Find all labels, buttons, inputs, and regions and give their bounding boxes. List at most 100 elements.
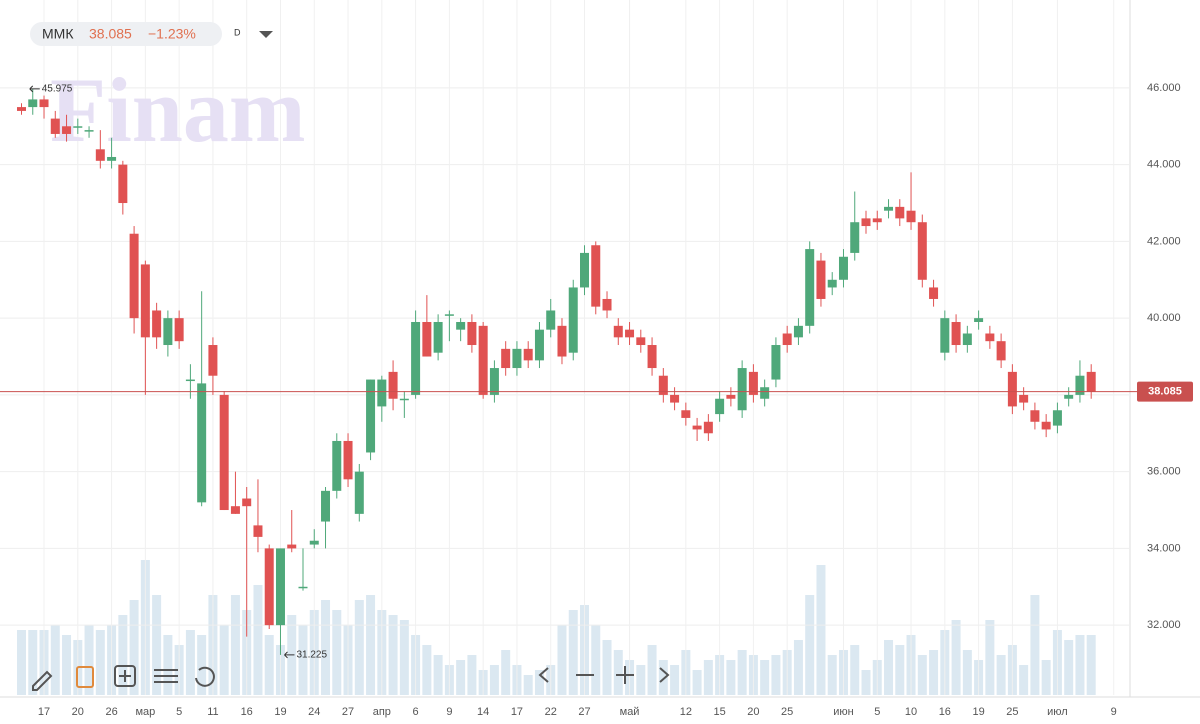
candle-body (163, 318, 173, 346)
interval[interactable]: D (234, 27, 241, 37)
volume-bar (230, 595, 240, 695)
candle-body (940, 318, 950, 353)
candle-body (996, 341, 1006, 361)
volume-bar (737, 650, 747, 695)
candle-body (17, 107, 26, 111)
volume-bar (354, 600, 364, 695)
volume-bar (489, 665, 499, 695)
candle-body (1030, 410, 1040, 422)
candle-body (692, 425, 702, 430)
candle-body (1007, 371, 1017, 407)
candle-body (647, 345, 657, 369)
candle-body (737, 368, 747, 411)
x-tick-label: мар (135, 706, 155, 718)
candle-body (884, 206, 894, 211)
candle-body (39, 99, 49, 108)
candle-body (557, 325, 567, 357)
volume-bar (298, 625, 308, 695)
candle-body (850, 222, 860, 253)
candle-body (444, 314, 454, 316)
candle-body (782, 333, 792, 346)
volume-bar (692, 670, 702, 695)
candle-body (50, 118, 60, 134)
candle-body (321, 490, 331, 522)
volume-bar (388, 615, 398, 695)
candle-body (602, 298, 612, 311)
volume-bar (219, 625, 229, 695)
volume-bar (771, 655, 781, 695)
symbol-badge[interactable] (30, 22, 222, 46)
x-tick-label: июн (833, 706, 853, 718)
volume-bar (129, 600, 139, 695)
zoom-in[interactable] (616, 666, 634, 684)
candle-body (703, 421, 713, 434)
candle-body (95, 149, 105, 161)
volume-bar (321, 600, 331, 695)
candle-body (636, 337, 646, 346)
x-tick-label: май (620, 706, 640, 718)
candle-body (681, 410, 691, 418)
volume-bar (929, 650, 939, 695)
scroll-right[interactable] (659, 667, 670, 683)
x-tick-label: 16 (241, 706, 253, 718)
candle-body (456, 321, 466, 330)
candle-body (309, 540, 319, 545)
candle-body (580, 252, 589, 288)
volume-bar (613, 650, 623, 695)
candle-body (422, 321, 432, 357)
candle-body (354, 471, 364, 514)
notes-tool[interactable] (76, 666, 94, 688)
volume-bar (197, 635, 207, 695)
y-tick-label: 42.000 (1147, 235, 1181, 247)
volume-bar (917, 655, 927, 695)
x-tick-label: апр (373, 706, 391, 718)
candle-body (185, 379, 195, 382)
candle-body (501, 348, 511, 369)
x-tick-label: 10 (905, 706, 917, 718)
volume-bar (17, 630, 26, 695)
volume-bar (95, 630, 105, 695)
candle-body (107, 156, 117, 161)
candle-body (523, 348, 533, 361)
candle-body (985, 333, 995, 342)
candle-body (962, 333, 972, 346)
volume-bar (895, 645, 905, 695)
settings-tool[interactable] (154, 669, 178, 683)
candle-body (546, 310, 556, 330)
x-tick-label: 25 (1006, 706, 1018, 718)
x-tick-label: 19 (972, 706, 984, 718)
y-tick-label: 32.000 (1147, 619, 1181, 631)
candle-body (917, 222, 927, 280)
pencil-tool[interactable] (32, 670, 53, 691)
volume-bar (253, 585, 263, 695)
candle-body (951, 321, 961, 346)
volume-bar (1064, 640, 1074, 695)
volume-bar (647, 645, 657, 695)
candle-body (625, 329, 635, 338)
last-price: 38.085 (89, 26, 132, 42)
candle-body (287, 544, 297, 549)
volume-bar (996, 655, 1006, 695)
interval-dropdown[interactable] (259, 31, 273, 38)
candle-body (1075, 375, 1085, 395)
volume-bar (50, 625, 60, 695)
volume-bar (185, 630, 195, 695)
reset-tool[interactable] (195, 666, 215, 687)
volume-bar (399, 620, 409, 695)
volume-bar (163, 635, 173, 695)
candle-body (838, 256, 848, 280)
volume-bar (534, 670, 544, 695)
candle-body (726, 394, 736, 399)
x-tick-label: 9 (1111, 706, 1117, 718)
volume-bar (501, 650, 511, 695)
candle-body (366, 379, 376, 453)
volume-bar (816, 565, 826, 695)
add-tool[interactable] (114, 665, 136, 687)
volume-bar (827, 655, 837, 695)
candle-body (805, 249, 815, 326)
candle-body (591, 245, 601, 307)
y-tick-label: 44.000 (1147, 159, 1181, 171)
scroll-left[interactable] (538, 667, 549, 683)
candle-body (613, 325, 623, 338)
